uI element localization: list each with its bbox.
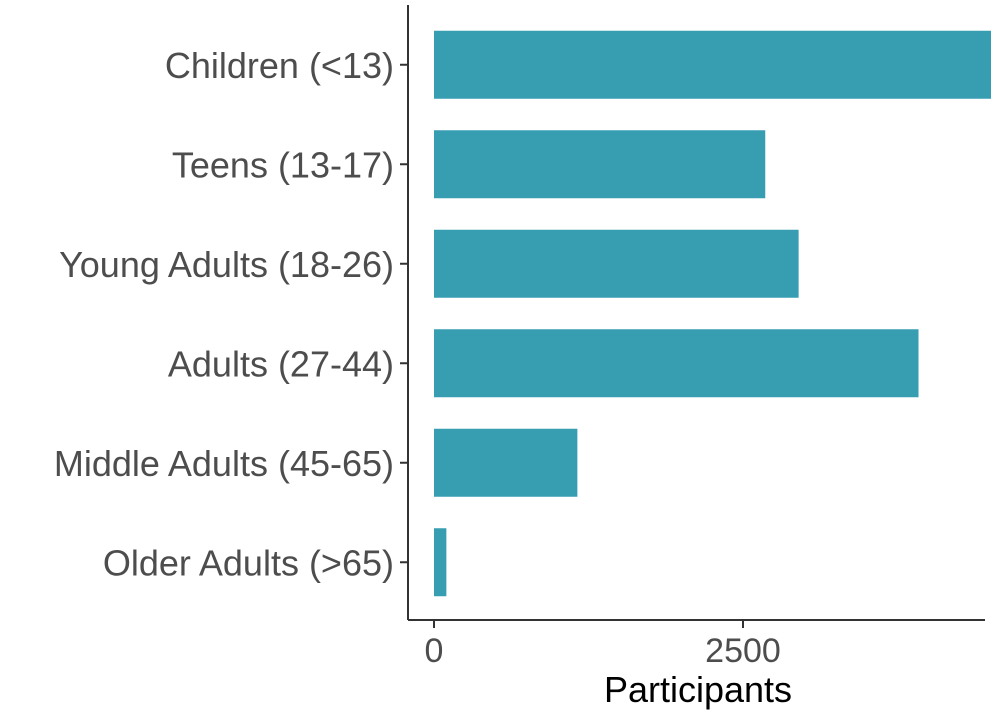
bar-1 (434, 130, 766, 199)
category-label-1: Teens (13-17) (172, 144, 394, 185)
bars-group (434, 30, 991, 597)
x-ticks-group: 0250050007500 (425, 620, 781, 670)
bar-0 (434, 30, 991, 99)
bar-4 (434, 428, 578, 497)
bar-5 (434, 528, 447, 597)
bar-2 (434, 229, 799, 298)
bar-3 (434, 329, 919, 398)
category-label-5: Older Adults (>65) (103, 542, 394, 583)
x-tick-label-1: 2500 (705, 632, 781, 670)
x-axis-title: Participants (604, 669, 792, 710)
category-label-4: Middle Adults (45-65) (54, 443, 394, 484)
x-tick-label-0: 0 (425, 632, 444, 670)
category-label-2: Young Adults (18-26) (59, 244, 394, 285)
category-labels-group: Children (<13) Teens (13-17) Young Adults … (54, 45, 408, 583)
category-label-3: Adults (27-44) (168, 343, 394, 384)
category-label-0: Children (<13) (165, 45, 394, 86)
